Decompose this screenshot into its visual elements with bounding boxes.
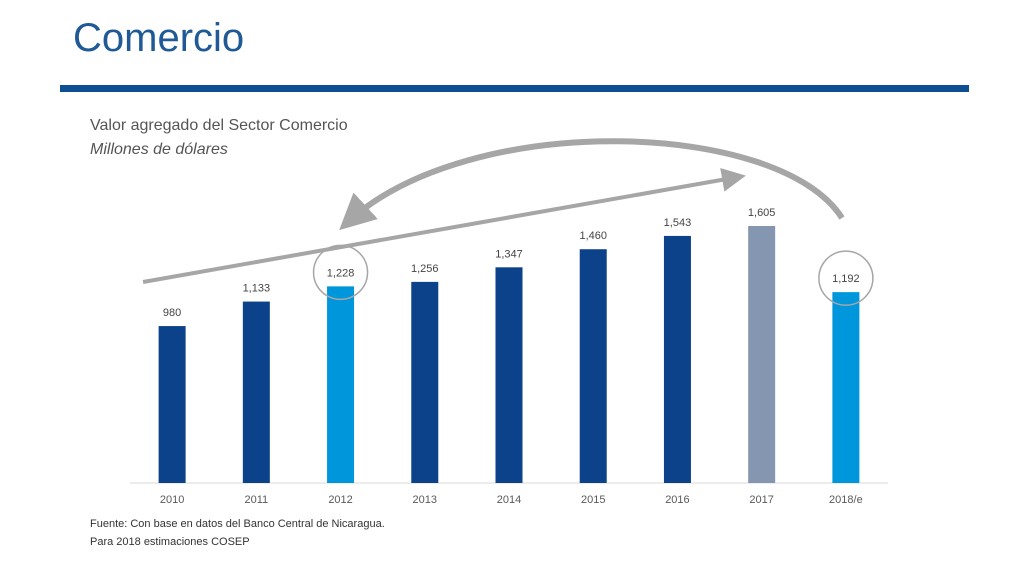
x-tick-label: 2015 — [581, 494, 605, 506]
bar-2014 — [495, 267, 523, 483]
x-tick-label: 2013 — [413, 494, 437, 506]
bar-2018-e — [832, 292, 860, 483]
data-label: 1,256 — [411, 263, 439, 275]
data-label: 1,605 — [748, 207, 776, 219]
slide-title: Comercio — [73, 16, 245, 60]
bar-2015 — [579, 249, 607, 483]
chart-title: Valor agregado del Sector Comercio — [90, 117, 348, 134]
bar-2016 — [663, 235, 691, 483]
estimate-note: Para 2018 estimaciones COSEP — [90, 536, 250, 548]
data-label: 1,133 — [243, 283, 271, 295]
data-label: 980 — [163, 307, 181, 319]
x-tick-label: 2014 — [497, 494, 521, 506]
data-label: 1,543 — [664, 217, 692, 229]
data-label: 1,192 — [832, 273, 860, 285]
source-note: Fuente: Con base en datos del Banco Cent… — [90, 518, 385, 530]
data-label: 1,228 — [327, 267, 355, 279]
trend-arrow — [142, 167, 746, 284]
bars-layer: 980 2010 1,133 2011 1,228 2012 1,256 2013 1,347 2… — [130, 207, 888, 506]
highlight-circle — [818, 250, 874, 306]
chart-subtitle: Millones de dólares — [90, 141, 228, 158]
data-label: 1,460 — [579, 230, 607, 242]
data-label: 1,347 — [495, 248, 523, 260]
x-tick-label: 2017 — [749, 494, 773, 506]
bar-2010 — [158, 326, 186, 483]
title-divider — [60, 85, 969, 92]
bar-2011 — [242, 301, 270, 483]
x-tick-label: 2010 — [160, 494, 184, 506]
annotations-layer — [142, 138, 845, 284]
x-tick-label: 2011 — [245, 494, 269, 506]
bar-2013 — [411, 281, 439, 483]
x-tick-label: 2012 — [328, 494, 352, 506]
x-tick-label: 2018/e — [829, 494, 863, 506]
bar-2012 — [327, 286, 355, 483]
x-tick-label: 2016 — [665, 494, 689, 506]
bar-2017 — [748, 226, 776, 483]
curved-arrow — [339, 138, 845, 231]
